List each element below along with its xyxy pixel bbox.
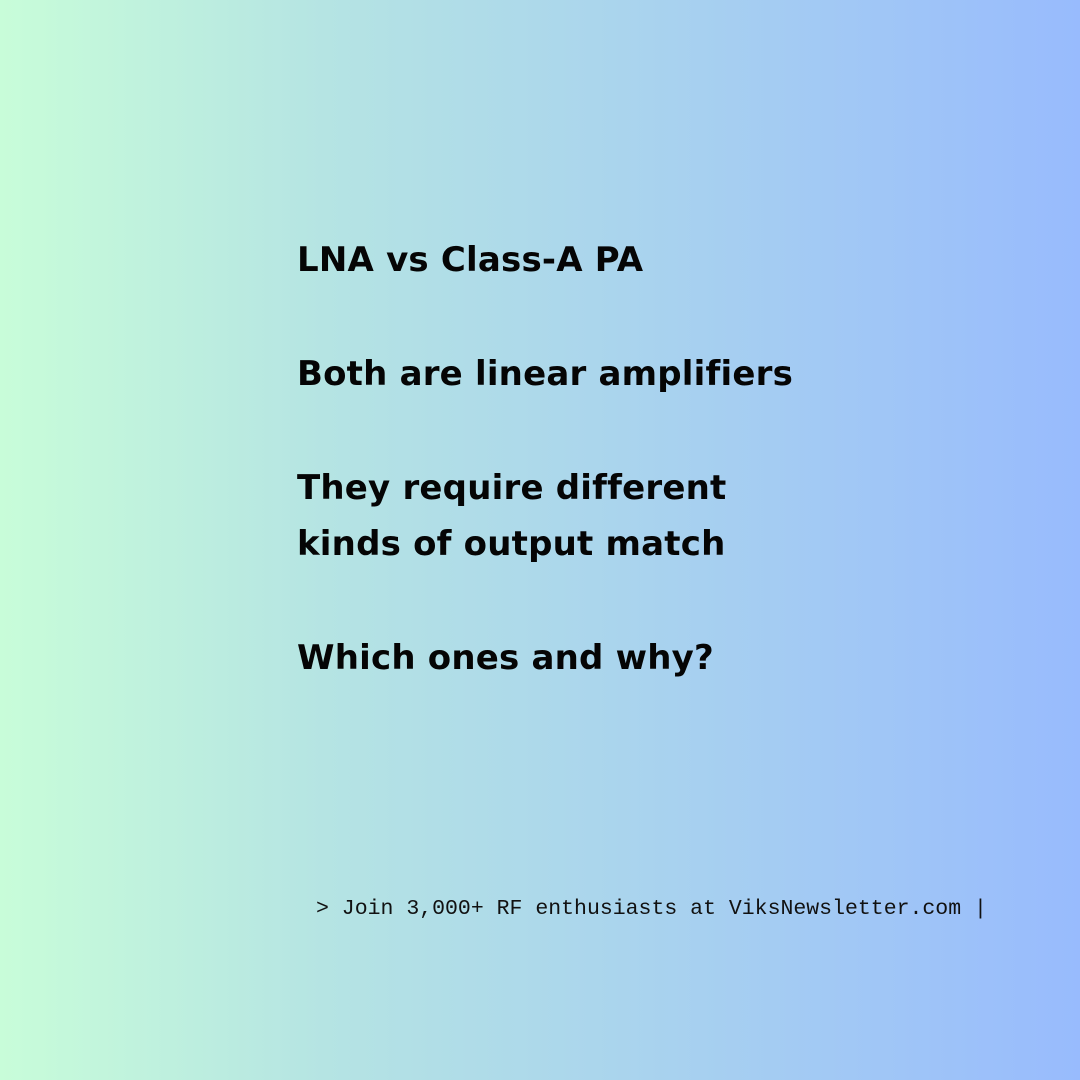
spacer bbox=[297, 572, 1017, 630]
spacer bbox=[297, 288, 1017, 346]
post-line-3a: They require different bbox=[297, 468, 727, 508]
newsletter-footer: > Join 3,000+ RF enthusiasts at ViksNews… bbox=[316, 897, 987, 921]
post-question: Which ones and why? bbox=[297, 638, 714, 678]
post-statement: Both are linear amplifiers bbox=[297, 354, 794, 394]
post-line-3b: kinds of output match bbox=[297, 524, 726, 564]
spacer bbox=[297, 402, 1017, 460]
post-title: LNA vs Class-A PA bbox=[297, 240, 644, 280]
post-body: LNA vs Class-A PA Both are linear amplif… bbox=[297, 232, 1017, 686]
